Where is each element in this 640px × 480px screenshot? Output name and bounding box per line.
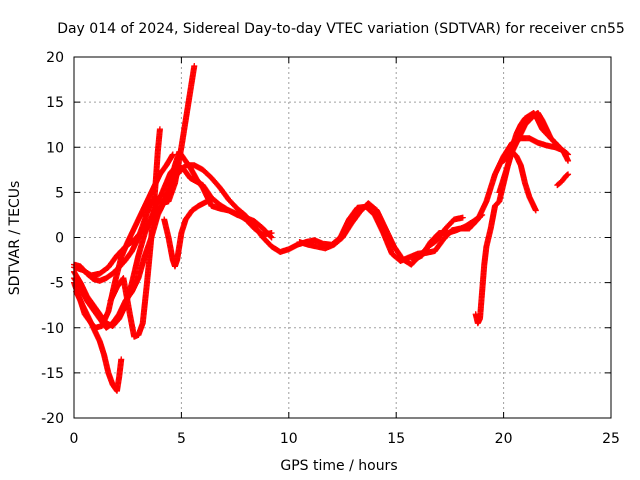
y-tick-label: 5: [55, 185, 64, 201]
series-track-06: [107, 126, 163, 340]
data-point-marker: [204, 198, 211, 205]
data-point-marker: [191, 63, 198, 70]
x-tick-label: 0: [70, 431, 79, 447]
data-point-marker: [565, 157, 572, 164]
y-tick-label: 15: [46, 95, 64, 111]
series-track-11: [500, 148, 539, 214]
series-track-03: [71, 148, 275, 331]
y-tick-label: 20: [46, 50, 64, 66]
x-tick-label: 25: [602, 431, 620, 447]
data-point-marker: [478, 212, 485, 219]
y-tick-label: 10: [46, 140, 64, 156]
y-tick-label: -20: [41, 411, 64, 427]
x-axis-label: GPS time / hours: [280, 458, 397, 474]
data-point-marker: [532, 207, 539, 214]
y-tick-label: -15: [41, 366, 64, 382]
y-tick-label: -10: [41, 321, 64, 337]
series-track-07: [71, 63, 198, 284]
tick-labels: 0 5 10 15 20 25 -20 -15 -10 -5 0 5 10 15 20: [41, 50, 620, 447]
data-point-marker: [479, 211, 486, 218]
data-point-marker: [156, 126, 163, 133]
y-tick-label: 0: [55, 231, 64, 247]
y-tick-label: -5: [50, 276, 64, 292]
x-tick-label: 5: [177, 431, 186, 447]
x-tick-label: 20: [495, 431, 513, 447]
data-point-marker: [459, 214, 466, 221]
data-point-marker: [565, 171, 572, 178]
data-point-marker: [267, 233, 274, 240]
series-track-13: [296, 200, 466, 268]
plot-frame: [73, 56, 612, 419]
chart-title: Day 014 of 2024, Sidereal Day-to-day VTE…: [57, 21, 625, 37]
y-axis-label: SDTVAR / TECUs: [7, 181, 23, 296]
x-tick-label: 10: [280, 431, 298, 447]
x-tick-label: 15: [387, 431, 405, 447]
series-track-12: [554, 171, 572, 189]
data-points: [71, 63, 572, 394]
data-point-marker: [169, 151, 176, 158]
series-track-14: [410, 211, 486, 264]
series-track-08: [161, 198, 211, 270]
data-point-marker: [118, 356, 125, 363]
data-point-marker: [268, 234, 275, 241]
